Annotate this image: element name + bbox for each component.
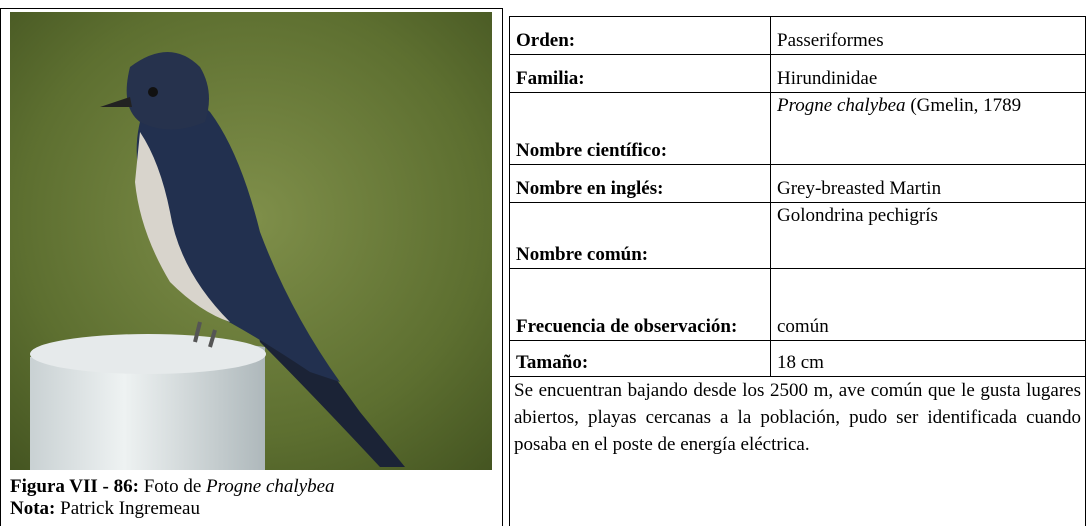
row-label: Frecuencia de observación: xyxy=(516,316,738,337)
row-label: Nombre en inglés: xyxy=(516,178,664,199)
value-wrap: Golondrina pechigrís xyxy=(777,205,1079,227)
value-cell: Grey-breasted Martin xyxy=(770,164,1086,203)
value-wrap: Progne chalybea (Gmelin, 1789 xyxy=(777,95,1079,117)
note-label: Nota: xyxy=(10,498,56,519)
row-label: Orden: xyxy=(516,30,576,51)
label-cell: Nombre común: xyxy=(509,202,771,269)
value-wrap: Hirundinidae xyxy=(777,68,1079,90)
row-label: Nombre científico: xyxy=(516,140,668,161)
label-cell: Tamaño: xyxy=(509,340,771,377)
row-value: (Gmelin, 1789 xyxy=(910,95,1022,116)
value-cell: Progne chalybea (Gmelin, 1789 xyxy=(770,92,1086,165)
caption-label: Figura VII - 86: xyxy=(10,476,139,497)
value-cell: 18 cm xyxy=(770,340,1086,377)
caption-text: Foto de xyxy=(143,476,202,497)
value-wrap: 18 cm xyxy=(777,352,1079,374)
row-label: Familia: xyxy=(516,68,585,89)
label-cell: Familia: xyxy=(509,54,771,93)
label-cell: Orden: xyxy=(509,16,771,55)
figure-frame xyxy=(0,8,503,526)
row-value: Golondrina pechigrís xyxy=(777,205,938,226)
value-cell: Passeriformes xyxy=(770,16,1086,55)
row-value: Passeriformes xyxy=(777,30,884,51)
description-cell: Se encuentran bajando desde los 2500 m, … xyxy=(509,376,1086,526)
bird-photo xyxy=(10,12,492,470)
row-label: Tamaño: xyxy=(516,352,589,373)
row-value: Grey-breasted Martin xyxy=(777,178,942,199)
caption-species: Progne chalybea xyxy=(206,476,335,497)
value-wrap: común xyxy=(777,316,1079,338)
row-value-italic: Progne chalybea xyxy=(777,95,906,116)
row-value: común xyxy=(777,316,829,337)
label-cell: Nombre en inglés: xyxy=(509,164,771,203)
label-cell: Frecuencia de observación: xyxy=(509,268,771,341)
row-value: Hirundinidae xyxy=(777,68,878,89)
figure-caption: Figura VII - 86: Foto de Progne chalybea… xyxy=(10,476,335,520)
note-text: Patrick Ingremeau xyxy=(60,498,200,519)
row-value: 18 cm xyxy=(777,352,824,373)
label-cell: Nombre científico: xyxy=(509,92,771,165)
value-wrap: Passeriformes xyxy=(777,30,1079,52)
value-cell: común xyxy=(770,268,1086,341)
value-cell: Golondrina pechigrís xyxy=(770,202,1086,269)
value-cell: Hirundinidae xyxy=(770,54,1086,93)
value-wrap: Grey-breasted Martin xyxy=(777,178,1079,200)
row-label: Nombre común: xyxy=(516,244,649,265)
